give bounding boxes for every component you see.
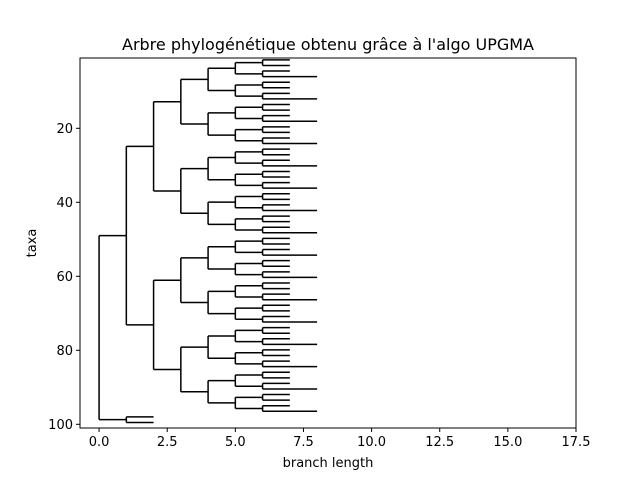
- y-tick-label: 80: [56, 344, 73, 359]
- y-tick-label: 40: [56, 196, 73, 211]
- x-tick-label: 7.5: [293, 435, 314, 450]
- y-tick-label: 60: [56, 270, 73, 285]
- tree-branches: [98, 59, 318, 424]
- x-tick-label: 15.0: [493, 435, 522, 450]
- x-tick-label: 5.0: [225, 435, 246, 450]
- plot-frame: [79, 57, 577, 429]
- chart-title: Arbre phylogénétique obtenu grâce à l'al…: [122, 35, 534, 54]
- x-tick-label: 0.0: [89, 435, 110, 450]
- y-tick-label: 20: [56, 122, 73, 137]
- y-axis-ticks: 20 40 60 80 100: [48, 122, 80, 433]
- x-tick-label: 2.5: [157, 435, 178, 450]
- x-axis-ticks: 0.0 2.5 5.0 7.5 10.0 12.5 15.0 17.5: [89, 428, 591, 450]
- x-tick-label: 17.5: [562, 435, 591, 450]
- x-tick-label: 10.0: [357, 435, 386, 450]
- y-tick-label: 100: [48, 418, 73, 433]
- y-axis-label: taxa: [25, 229, 40, 258]
- x-axis-label: branch length: [283, 456, 374, 471]
- x-tick-label: 12.5: [425, 435, 454, 450]
